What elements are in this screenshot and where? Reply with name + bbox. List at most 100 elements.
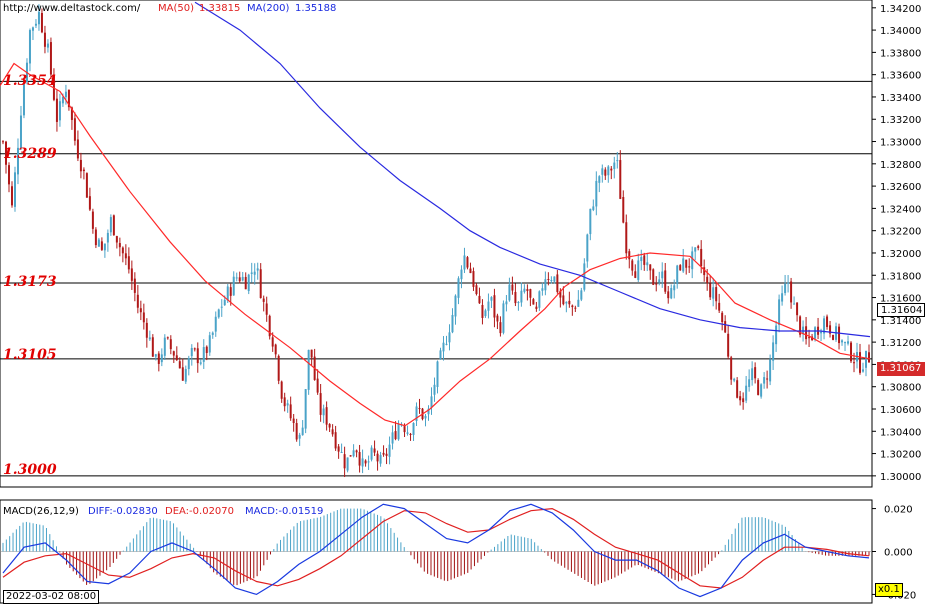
candle-down xyxy=(205,346,208,353)
macd-diff: DIFF:-0.02830 xyxy=(88,506,158,517)
candle-up xyxy=(784,283,787,294)
candle-up xyxy=(670,288,673,299)
candle-up xyxy=(22,84,25,116)
candle-up xyxy=(844,342,847,344)
candle-up xyxy=(733,378,736,381)
candle-down xyxy=(355,450,358,453)
candle-down xyxy=(7,165,10,185)
source-url[interactable]: http://www.deltastock.com/ xyxy=(3,3,141,14)
candle-up xyxy=(406,432,409,434)
ma50-value: 1.33815 xyxy=(199,3,241,14)
candle-down xyxy=(700,248,703,267)
candle-down xyxy=(628,251,631,260)
candle-down xyxy=(310,349,313,358)
candle-up xyxy=(361,458,364,467)
candle-up xyxy=(304,389,307,429)
candle-down xyxy=(631,260,634,271)
candle-up xyxy=(793,303,796,305)
candle-down xyxy=(142,312,145,323)
candle-down xyxy=(319,393,322,415)
price-tick-label: 1.32200 xyxy=(880,227,921,238)
candle-up xyxy=(595,180,598,207)
macd-dea: DEA:-0.02070 xyxy=(165,506,235,517)
candle-down xyxy=(739,396,742,401)
candle-up xyxy=(430,396,433,408)
candle-up xyxy=(778,299,781,326)
candle-up xyxy=(58,101,61,121)
candle-down xyxy=(514,291,517,304)
candle-down xyxy=(853,362,856,364)
candle-up xyxy=(103,243,106,251)
candle-up xyxy=(442,342,445,352)
candle-up xyxy=(823,318,826,334)
ma200-label: MA(200) xyxy=(247,3,290,14)
candle-down xyxy=(868,352,870,363)
candle-up xyxy=(436,361,439,388)
candle-down xyxy=(742,398,745,403)
candle-up xyxy=(220,306,223,308)
candle-up xyxy=(322,408,325,416)
candle-down xyxy=(100,241,103,250)
price-tick-label: 1.33400 xyxy=(880,93,921,104)
candle-down xyxy=(376,453,379,462)
candle-down xyxy=(790,281,793,303)
candle-down xyxy=(481,304,484,318)
candle-down xyxy=(133,278,136,293)
candle-down xyxy=(268,315,271,337)
candle-up xyxy=(484,310,487,317)
candle-down xyxy=(604,169,607,176)
level-label-5: 1.3000 xyxy=(3,462,57,478)
price-tick-label: 1.32800 xyxy=(880,160,921,171)
candle-down xyxy=(622,196,625,223)
zoom-button[interactable]: x0.1 xyxy=(875,583,903,597)
candle-down xyxy=(526,289,529,292)
candle-down xyxy=(532,299,535,305)
price-tick-label: 1.30400 xyxy=(880,427,921,438)
price-tick-label: 1.32400 xyxy=(880,204,921,215)
candle-up xyxy=(433,384,436,395)
price-tick-label: 1.31600 xyxy=(880,294,921,305)
candle-down xyxy=(43,32,46,47)
candle-up xyxy=(256,268,259,271)
candle-down xyxy=(262,298,265,302)
candle-up xyxy=(241,276,244,281)
candle-down xyxy=(688,266,691,268)
candle-up xyxy=(457,278,460,298)
candle-up xyxy=(250,272,253,274)
candle-up xyxy=(748,379,751,387)
candle-down xyxy=(229,287,232,296)
candle-down xyxy=(334,432,337,449)
candle-down xyxy=(118,243,121,248)
candle-up xyxy=(544,279,547,291)
candle-down xyxy=(469,268,472,274)
candle-up xyxy=(601,168,604,175)
candle-up xyxy=(190,347,193,357)
candle-up xyxy=(370,447,373,460)
candle-up xyxy=(616,160,619,162)
ma200-value: 1.35188 xyxy=(295,3,337,14)
candle-down xyxy=(652,269,655,285)
candle-down xyxy=(766,378,769,380)
candle-down xyxy=(643,255,646,265)
price-tick-label: 1.33800 xyxy=(880,48,921,59)
macd-name: MACD(26,12,9) xyxy=(3,506,79,517)
candle-up xyxy=(589,208,592,235)
candle-up xyxy=(214,316,217,332)
candle-up xyxy=(691,251,694,270)
candle-up xyxy=(397,424,400,440)
candle-down xyxy=(121,247,124,254)
candle-down xyxy=(328,424,331,428)
candle-up xyxy=(253,271,256,275)
candle-up xyxy=(682,258,685,272)
candle-up xyxy=(31,27,34,31)
candle-down xyxy=(358,452,361,466)
candle-down xyxy=(535,306,538,309)
candle-up xyxy=(208,335,211,353)
candle-up xyxy=(16,147,19,175)
candle-down xyxy=(610,168,613,171)
candle-up xyxy=(760,384,763,397)
candle-down xyxy=(466,257,469,268)
candle-down xyxy=(172,351,175,356)
candle-down xyxy=(559,290,562,298)
